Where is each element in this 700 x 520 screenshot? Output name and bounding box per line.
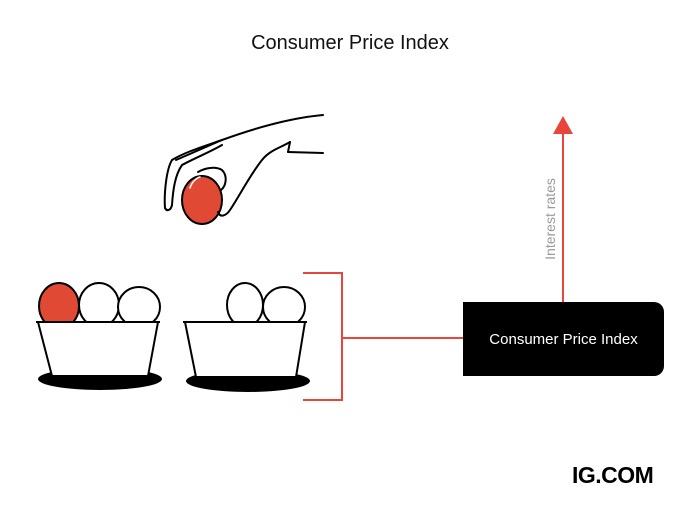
cpi-box: Consumer Price Index [463, 302, 664, 376]
egg-basket-icon [183, 282, 310, 392]
page-title: Consumer Price Index [251, 32, 449, 54]
interest-rates-label: Interest rates [542, 178, 558, 260]
cpi-box-label: Consumer Price Index [489, 330, 638, 348]
hand-holding-egg-icon [163, 114, 324, 225]
egg-basket-icon [36, 282, 162, 390]
arrow-up-icon [553, 116, 573, 302]
brand-logo: IG.COM [572, 462, 654, 488]
bracket-connector [303, 272, 463, 401]
